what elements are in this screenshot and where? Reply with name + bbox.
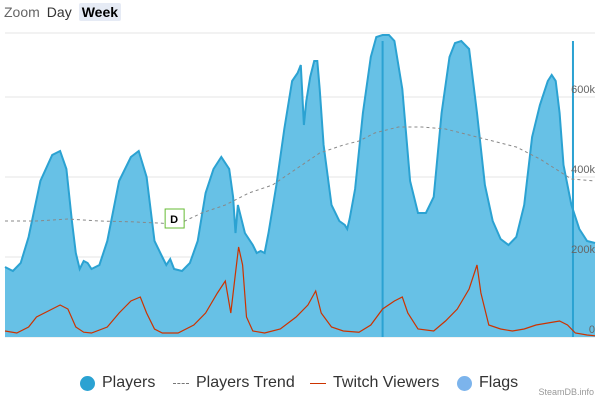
players-area bbox=[4, 34, 596, 337]
flag-marker[interactable]: D bbox=[164, 208, 185, 229]
zoom-bar: Zoom Day Week bbox=[4, 2, 122, 22]
y-axis-ticks: 0 200k 400k 600k bbox=[571, 84, 595, 336]
flag-label: D bbox=[170, 214, 178, 226]
zoom-week-button[interactable]: Week bbox=[78, 3, 122, 21]
credit-text: SteamDB.info bbox=[538, 387, 594, 397]
legend-label-flags: Flags bbox=[479, 374, 519, 391]
players-area-line bbox=[4, 34, 596, 273]
zoom-label: Zoom bbox=[4, 4, 40, 20]
flag-box bbox=[164, 208, 185, 229]
y-tick-label: 400k bbox=[571, 164, 595, 176]
line-icon bbox=[310, 382, 326, 384]
y-tick-label: 600k bbox=[571, 84, 595, 96]
zoom-day-button[interactable]: Day bbox=[46, 4, 72, 20]
legend: Players Players Trend Twitch Viewers Fla… bbox=[0, 374, 600, 396]
flags-dot-icon bbox=[457, 375, 472, 391]
event-lines bbox=[381, 41, 574, 337]
flag-markers[interactable]: D bbox=[164, 208, 185, 229]
legend-item-twitch-viewers[interactable]: Twitch Viewers bbox=[310, 374, 439, 392]
legend-label-players-trend: Players Trend bbox=[196, 374, 295, 391]
dashed-line-icon bbox=[173, 382, 189, 384]
legend-item-players-trend[interactable]: Players Trend bbox=[173, 374, 295, 392]
y-tick-label: 0 bbox=[589, 324, 595, 336]
twitch-viewers-line bbox=[4, 246, 596, 337]
legend-item-players[interactable]: Players bbox=[80, 374, 155, 392]
players-area-fill bbox=[5, 35, 595, 337]
players-dot-icon bbox=[80, 375, 95, 391]
legend-label-players: Players bbox=[102, 374, 156, 391]
y-tick-label: 200k bbox=[571, 244, 595, 256]
legend-label-twitch-viewers: Twitch Viewers bbox=[333, 374, 440, 391]
chart-svg: D 0 200k 400k 600k bbox=[4, 32, 596, 338]
twitch-viewers-path bbox=[4, 246, 596, 337]
legend-item-flags[interactable]: Flags bbox=[457, 374, 518, 392]
